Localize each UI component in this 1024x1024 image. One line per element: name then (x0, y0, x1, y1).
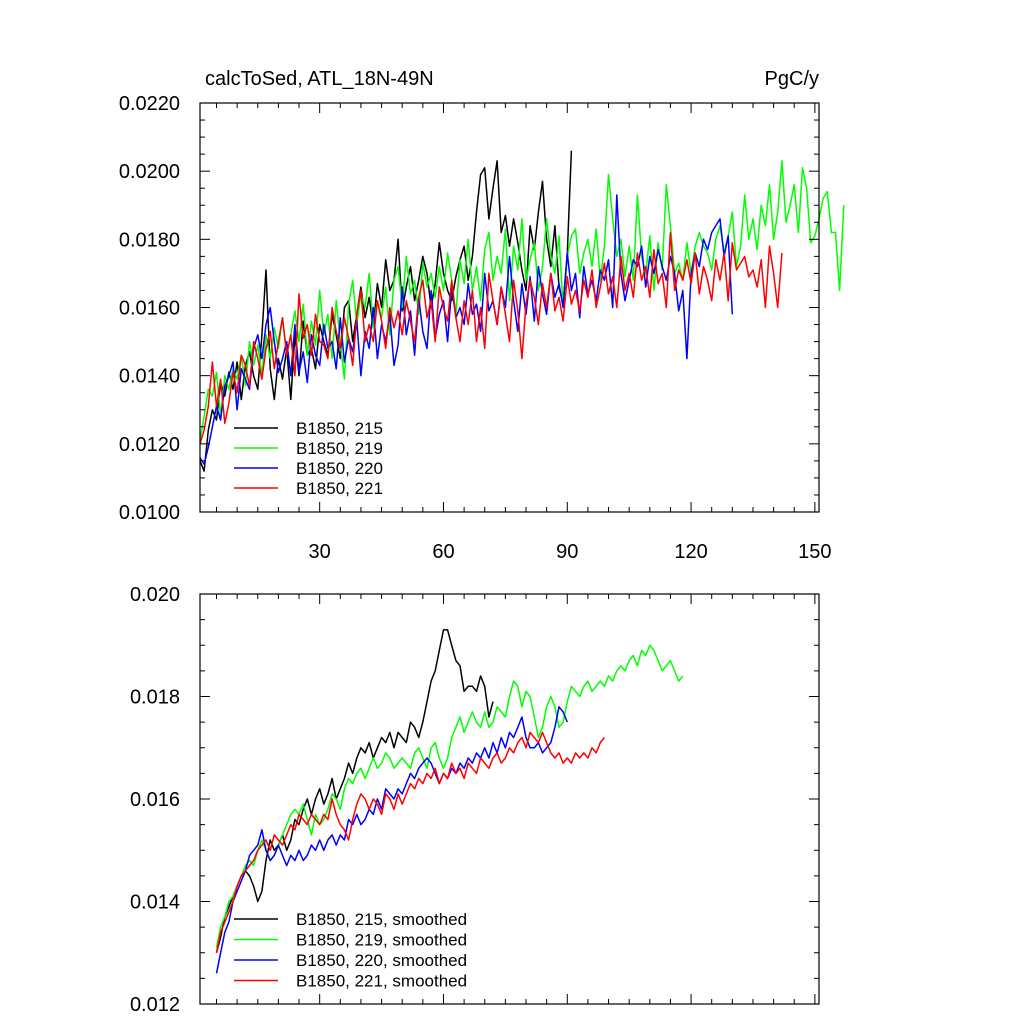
top-chart-title: calcToSed, ATL_18N-49N (205, 68, 434, 90)
legend-label: B1850, 221, smoothed (296, 972, 467, 991)
x-tick-label: 60 (432, 541, 454, 563)
legend-label: B1850, 220, smoothed (296, 951, 467, 970)
series-line-b1850-219-smoothed (215, 644, 684, 948)
y-tick-label: 0.0160 (119, 298, 180, 320)
series-line-b1850-220-smoothed (215, 706, 568, 974)
y-tick-label: 0.0200 (119, 161, 180, 183)
plot-frame (199, 593, 820, 1005)
plot-frame (199, 102, 820, 513)
x-tick-label: 90 (556, 541, 578, 563)
legend-label: B1850, 215 (296, 419, 383, 438)
series-line-b1850-215-smoothed (215, 629, 494, 953)
y-tick-label: 0.014 (130, 892, 180, 914)
series-line-b1850-220 (199, 194, 734, 466)
x-tick-label: 120 (674, 541, 707, 563)
series-line-b1850-221 (199, 231, 783, 445)
y-tick-label: 0.020 (130, 584, 180, 606)
y-tick-label: 0.0120 (119, 434, 180, 456)
top-chart-panel: calcToSed, ATL_18N-49N PgC/y 0.0100 0.012… (119, 68, 845, 563)
x-tick-label: 150 (798, 541, 831, 563)
legend-label: B1850, 221 (296, 479, 383, 498)
y-tick-label: 0.016 (130, 789, 180, 811)
series-line-b1850-219 (199, 160, 845, 441)
series-line-b1850-215 (199, 150, 573, 472)
y-tick-label: 0.018 (130, 687, 180, 709)
legend-label: B1850, 215, smoothed (296, 910, 467, 929)
legend-label: B1850, 219 (296, 439, 383, 458)
y-tick-label: 0.0140 (119, 366, 180, 388)
y-tick-label: 0.0220 (119, 93, 180, 115)
top-chart-units: PgC/y (765, 68, 819, 90)
legend-label: B1850, 220 (296, 459, 383, 478)
y-tick-label: 0.0180 (119, 229, 180, 251)
y-tick-label: 0.012 (130, 994, 180, 1016)
y-tick-label: 0.0100 (119, 502, 180, 524)
legend-label: B1850, 219, smoothed (296, 931, 467, 950)
x-tick-label: 30 (309, 541, 331, 563)
bottom-chart-panel: 0.012 0.014 0.016 0.018 0.020 B1850, 215, smo… (130, 584, 820, 1016)
series-line-b1850-221-smoothed (215, 731, 605, 953)
